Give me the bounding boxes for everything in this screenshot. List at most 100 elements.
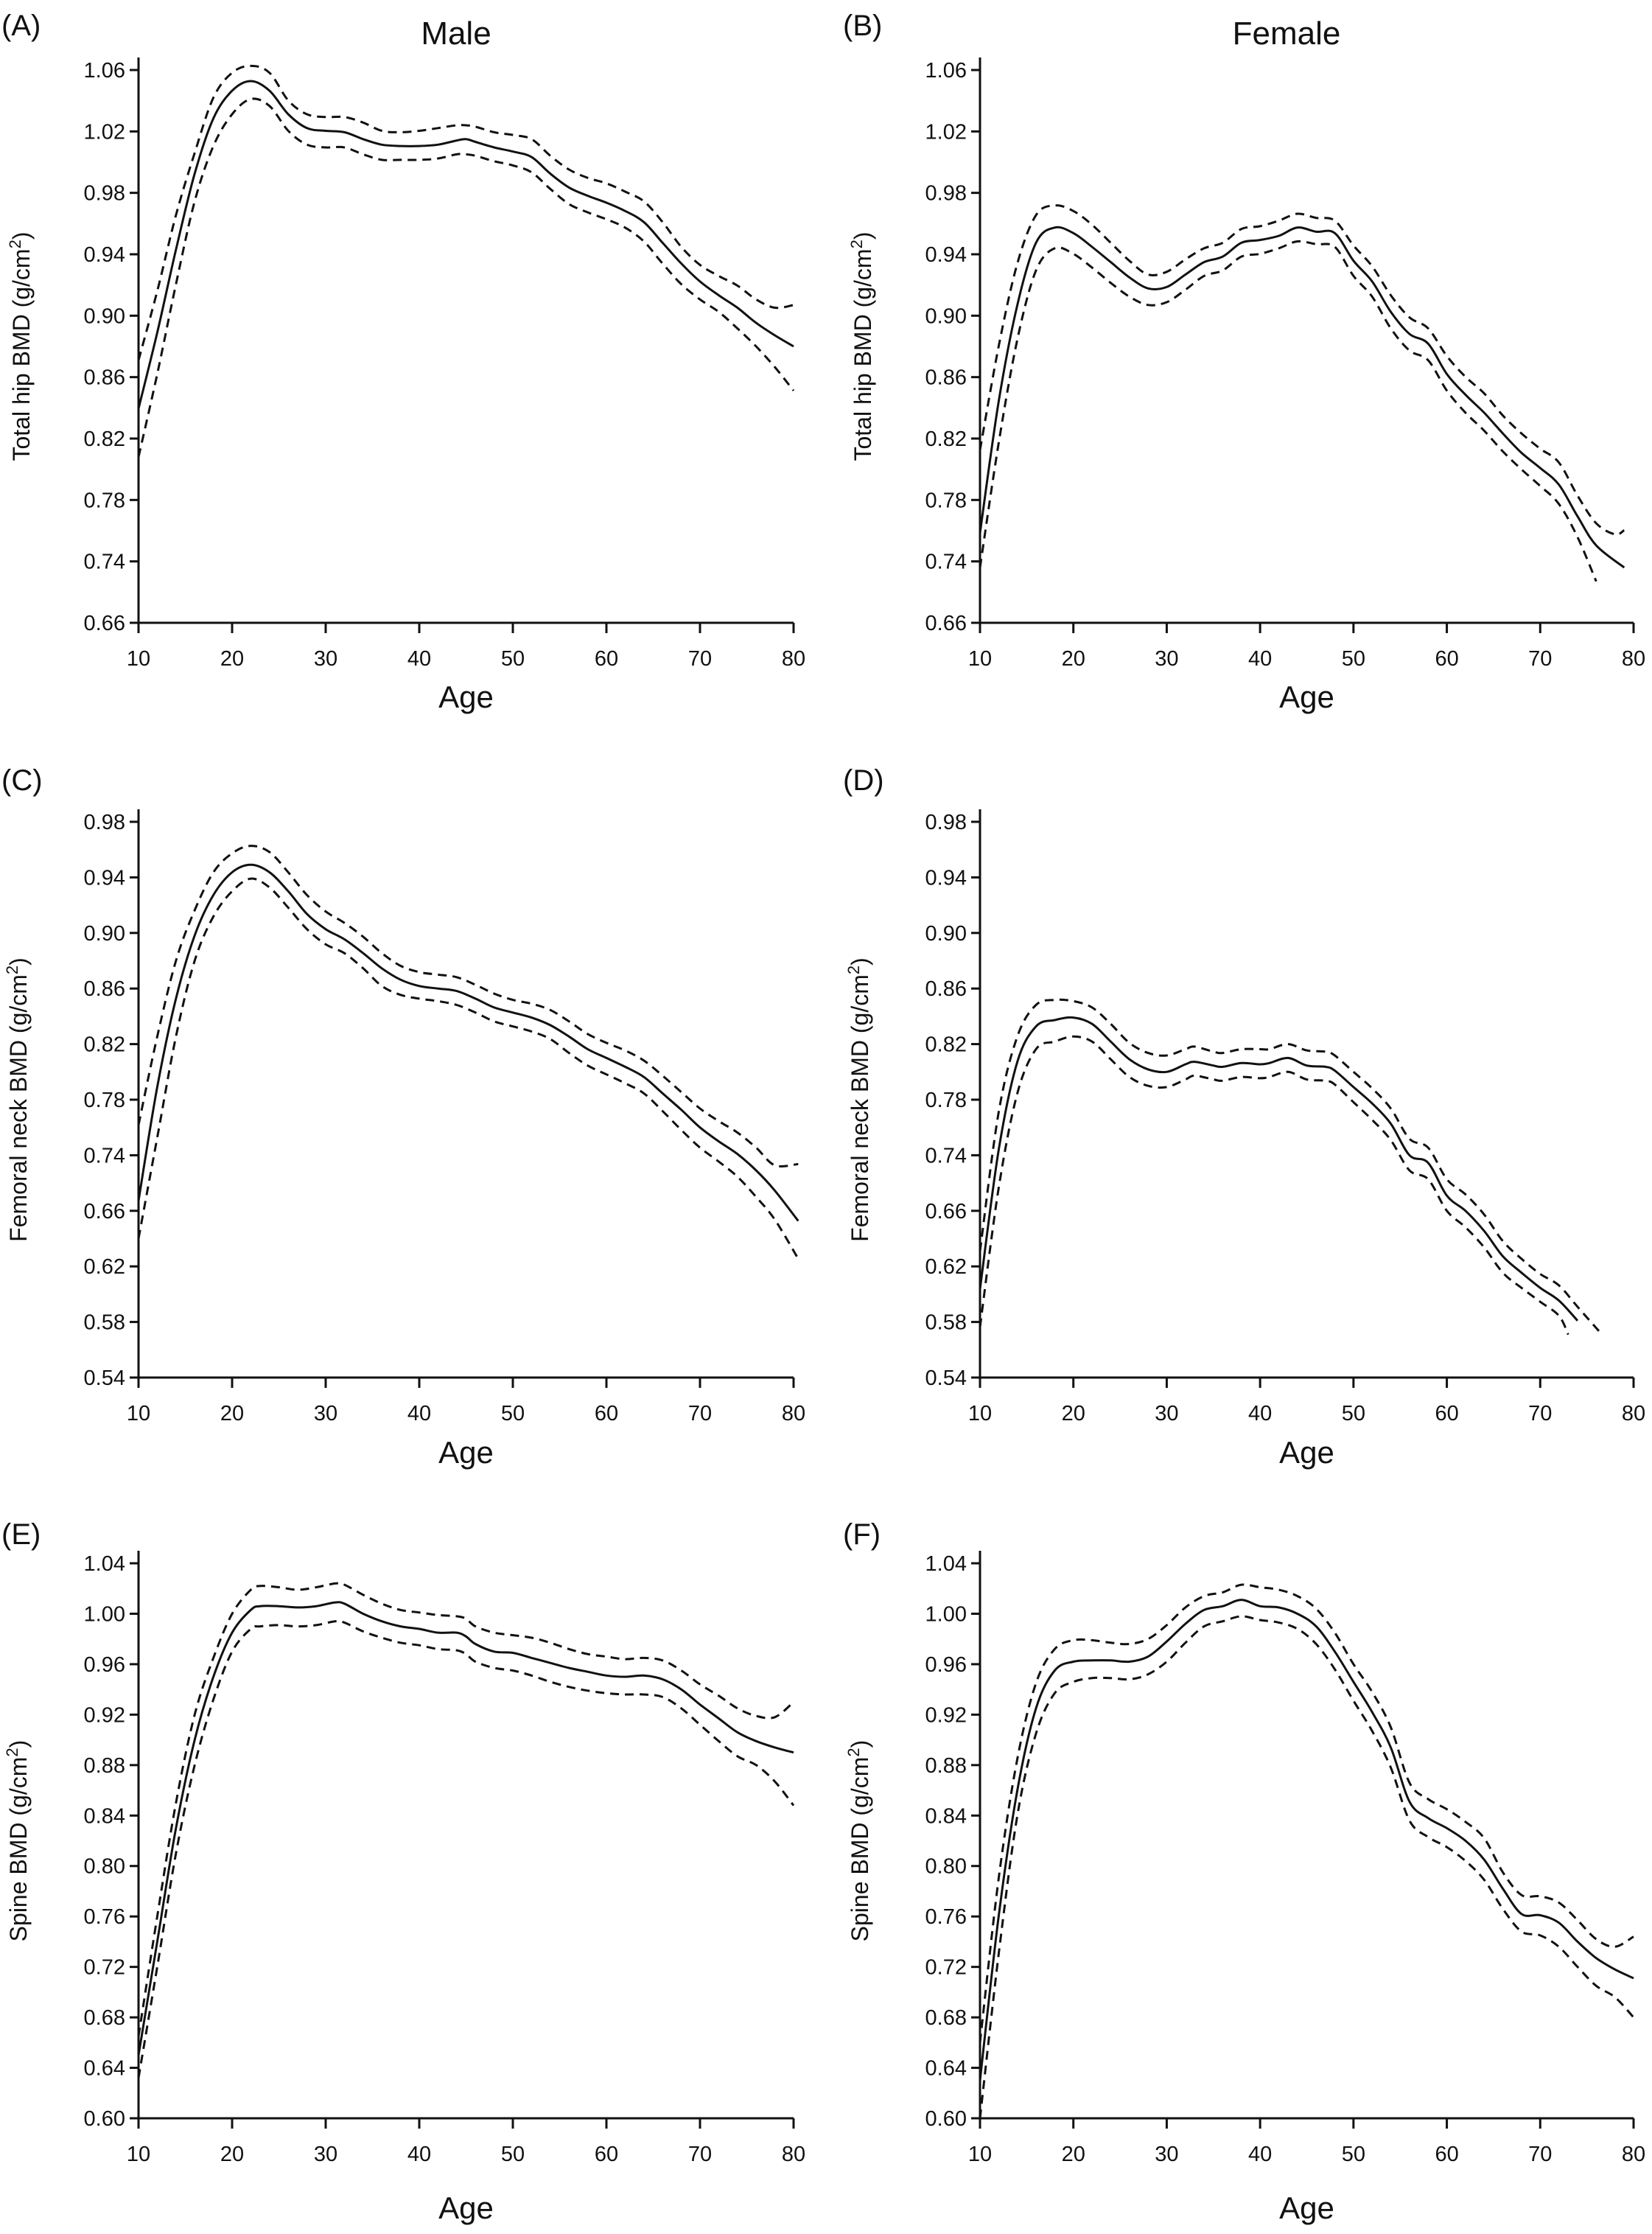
y-tick-label: 0.92 xyxy=(84,1703,125,1727)
x-tick-label: 40 xyxy=(407,1402,431,1425)
y-tick-label: 0.58 xyxy=(84,1311,125,1335)
x-axis-title: Age xyxy=(1279,2191,1334,2225)
x-tick-label: 50 xyxy=(501,647,525,671)
y-tick-label: 0.86 xyxy=(84,977,125,1001)
mean-line xyxy=(980,226,1625,569)
mean-line xyxy=(139,80,794,409)
y-tick-label: 0.74 xyxy=(925,1144,967,1167)
y-tick-label: 0.66 xyxy=(925,612,967,635)
y-tick-label: 1.00 xyxy=(925,1602,967,1626)
column-title-male: Male xyxy=(421,15,491,52)
y-tick-label: 0.64 xyxy=(84,2057,125,2081)
y-tick-label: 0.80 xyxy=(925,1855,967,1879)
x-tick-label: 50 xyxy=(1342,1402,1365,1425)
x-tick-label: 50 xyxy=(501,2143,525,2166)
y-tick-label: 1.00 xyxy=(84,1602,125,1626)
lower-ci-line xyxy=(139,877,799,1260)
y-tick-label: 0.82 xyxy=(84,1033,125,1057)
y-tick-label: 1.06 xyxy=(925,59,967,83)
x-tick-label: 80 xyxy=(782,647,805,671)
y-tick-label: 0.72 xyxy=(925,1956,967,1980)
panel-letter: (A) xyxy=(1,10,41,42)
x-tick-label: 40 xyxy=(1248,1402,1272,1425)
panel-b: (B) 1.06 1.02 0.98 0.94 0.90 0.86 0.82 0.78 0.74 0… xyxy=(843,10,1645,714)
upper-ci-line xyxy=(139,64,794,361)
x-axis-title: Age xyxy=(1279,1435,1334,1470)
y-tick-label: 0.78 xyxy=(84,489,125,512)
panel-f: (F) 1.04 1.00 0.96 0.92 0.88 0.84 0.80 0.76 0.72 0… xyxy=(843,1518,1645,2225)
y-tick-label: 0.74 xyxy=(925,551,967,574)
y-tick-label: 0.90 xyxy=(84,922,125,946)
y-axis-title-text: Total hip BMD (g/cm xyxy=(850,248,876,461)
y-tick-label: 1.04 xyxy=(84,1552,125,1576)
x-tick-label: 60 xyxy=(1435,1402,1458,1425)
lower-ci-line xyxy=(139,97,795,458)
x-tick-label: 10 xyxy=(968,2143,992,2166)
y-axis-title-close: ) xyxy=(5,1740,32,1748)
y-axis-title-text: Femoral neck BMD (g/cm xyxy=(847,974,873,1242)
y-tick-label: 0.80 xyxy=(84,1855,125,1879)
column-title-female: Female xyxy=(1233,15,1341,52)
x-tick-label: 10 xyxy=(127,647,150,671)
x-tick-label: 70 xyxy=(688,1402,712,1425)
y-tick-label: 0.60 xyxy=(925,2107,967,2131)
y-tick-label: 0.94 xyxy=(84,243,125,267)
y-axis-title: Femoral neck BMD (g/cm2) xyxy=(844,957,873,1242)
x-tick-label: 30 xyxy=(314,647,337,671)
y-tick-label: 0.90 xyxy=(925,922,967,946)
y-tick-label: 0.64 xyxy=(925,2057,967,2081)
x-tick-label: 40 xyxy=(1248,647,1272,671)
upper-ci-line xyxy=(139,845,799,1167)
x-tick-label: 70 xyxy=(688,2143,712,2166)
y-axis-title-superscript: 2 xyxy=(6,240,24,248)
y-axis-title: Spine BMD (g/cm2) xyxy=(844,1740,873,1942)
x-tick-label: 40 xyxy=(407,2143,431,2166)
x-tick-label: 60 xyxy=(595,1402,618,1425)
x-tick-label: 20 xyxy=(1062,2143,1085,2166)
upper-ci-line xyxy=(980,1583,1634,2043)
y-tick-label: 0.72 xyxy=(84,1956,125,1980)
lower-ci-line xyxy=(980,240,1597,582)
y-tick-label: 0.74 xyxy=(84,1144,125,1167)
y-tick-label: 0.98 xyxy=(84,811,125,834)
x-tick-label: 30 xyxy=(1155,1402,1178,1425)
y-tick-label: 0.84 xyxy=(925,1804,967,1828)
x-tick-label: 70 xyxy=(688,647,712,671)
panel-a: (A) 1.06 1.02 0.98 0.94 0.90 0.86 0.82 0.78 0.74 0… xyxy=(1,10,805,714)
y-tick-label: 0.98 xyxy=(925,811,967,834)
y-axis-title-text: Total hip BMD (g/cm xyxy=(8,248,35,461)
panel-c: (C) 0.98 0.94 0.90 0.86 0.82 0.78 0.74 0.66 0.62 0… xyxy=(1,764,805,1470)
y-tick-label: 0.78 xyxy=(925,489,967,512)
x-axis-title: Age xyxy=(1279,680,1334,714)
x-tick-label: 60 xyxy=(595,2143,618,2166)
mean-line xyxy=(139,863,799,1222)
x-tick-label: 50 xyxy=(501,1402,525,1425)
y-tick-label: 0.60 xyxy=(84,2107,125,2131)
y-tick-label: 0.68 xyxy=(925,2006,967,2030)
lower-ci-line xyxy=(139,1619,795,2078)
x-tick-label: 80 xyxy=(1622,2143,1645,2166)
y-tick-label: 0.68 xyxy=(84,2006,125,2030)
x-tick-label: 70 xyxy=(1528,1402,1552,1425)
y-tick-label: 1.06 xyxy=(84,59,125,83)
y-tick-label: 0.92 xyxy=(925,1703,967,1727)
y-tick-label: 0.96 xyxy=(84,1653,125,1677)
y-axis-title: Femoral neck BMD (g/cm2) xyxy=(3,957,32,1242)
y-tick-label: 1.02 xyxy=(84,120,125,144)
y-tick-label: 0.96 xyxy=(925,1653,967,1677)
panel-letter: (F) xyxy=(843,1518,881,1551)
y-tick-label: 0.62 xyxy=(925,1255,967,1279)
y-tick-label: 0.66 xyxy=(925,1200,967,1224)
panel-letter: (D) xyxy=(843,764,884,797)
x-tick-label: 10 xyxy=(968,647,992,671)
y-axis-title-superscript: 2 xyxy=(844,966,863,974)
y-axis-title-close: ) xyxy=(8,232,35,240)
y-axis-title-superscript: 2 xyxy=(3,966,21,974)
x-tick-label: 50 xyxy=(1342,647,1365,671)
y-tick-label: 0.88 xyxy=(84,1754,125,1778)
panel-letter: (E) xyxy=(1,1518,41,1551)
y-tick-label: 0.82 xyxy=(925,427,967,451)
y-tick-label: 0.86 xyxy=(925,366,967,390)
y-tick-label: 0.76 xyxy=(84,1905,125,1929)
